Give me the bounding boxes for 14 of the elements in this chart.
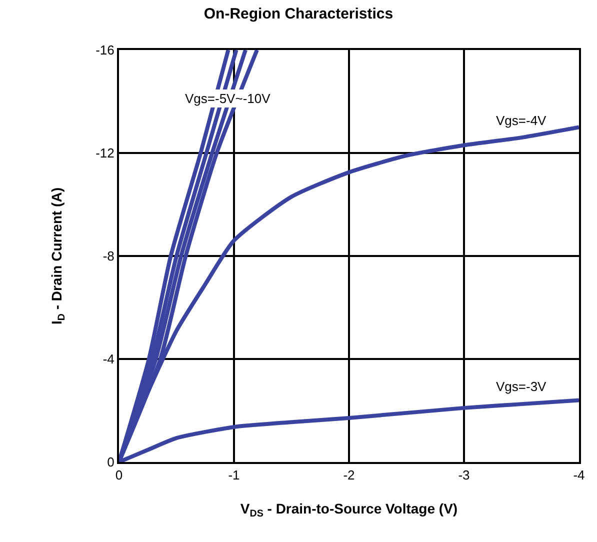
x-tick-label: -4 xyxy=(573,468,585,483)
y-tick-label: -16 xyxy=(96,42,114,58)
x-tick-label: -2 xyxy=(343,468,355,483)
x-axis-title: V$_{DS}$ - Drain-to-Source Voltage (V) xyxy=(240,500,458,520)
y-tick-label: 0 xyxy=(107,454,114,470)
chart-title: On-Region Characteristics xyxy=(204,6,394,23)
x-tick-label: -1 xyxy=(228,468,240,483)
series-label: Vgs=-3V xyxy=(496,379,547,394)
series-label: Vgs=-4V xyxy=(496,113,547,128)
y-tick-label: -12 xyxy=(96,146,114,161)
x-tick-label: -3 xyxy=(458,468,470,483)
y-tick-label: -4 xyxy=(102,352,114,367)
y-tick-label: -8 xyxy=(102,248,114,264)
annotation: Vgs=-5V~-10V xyxy=(185,91,271,106)
